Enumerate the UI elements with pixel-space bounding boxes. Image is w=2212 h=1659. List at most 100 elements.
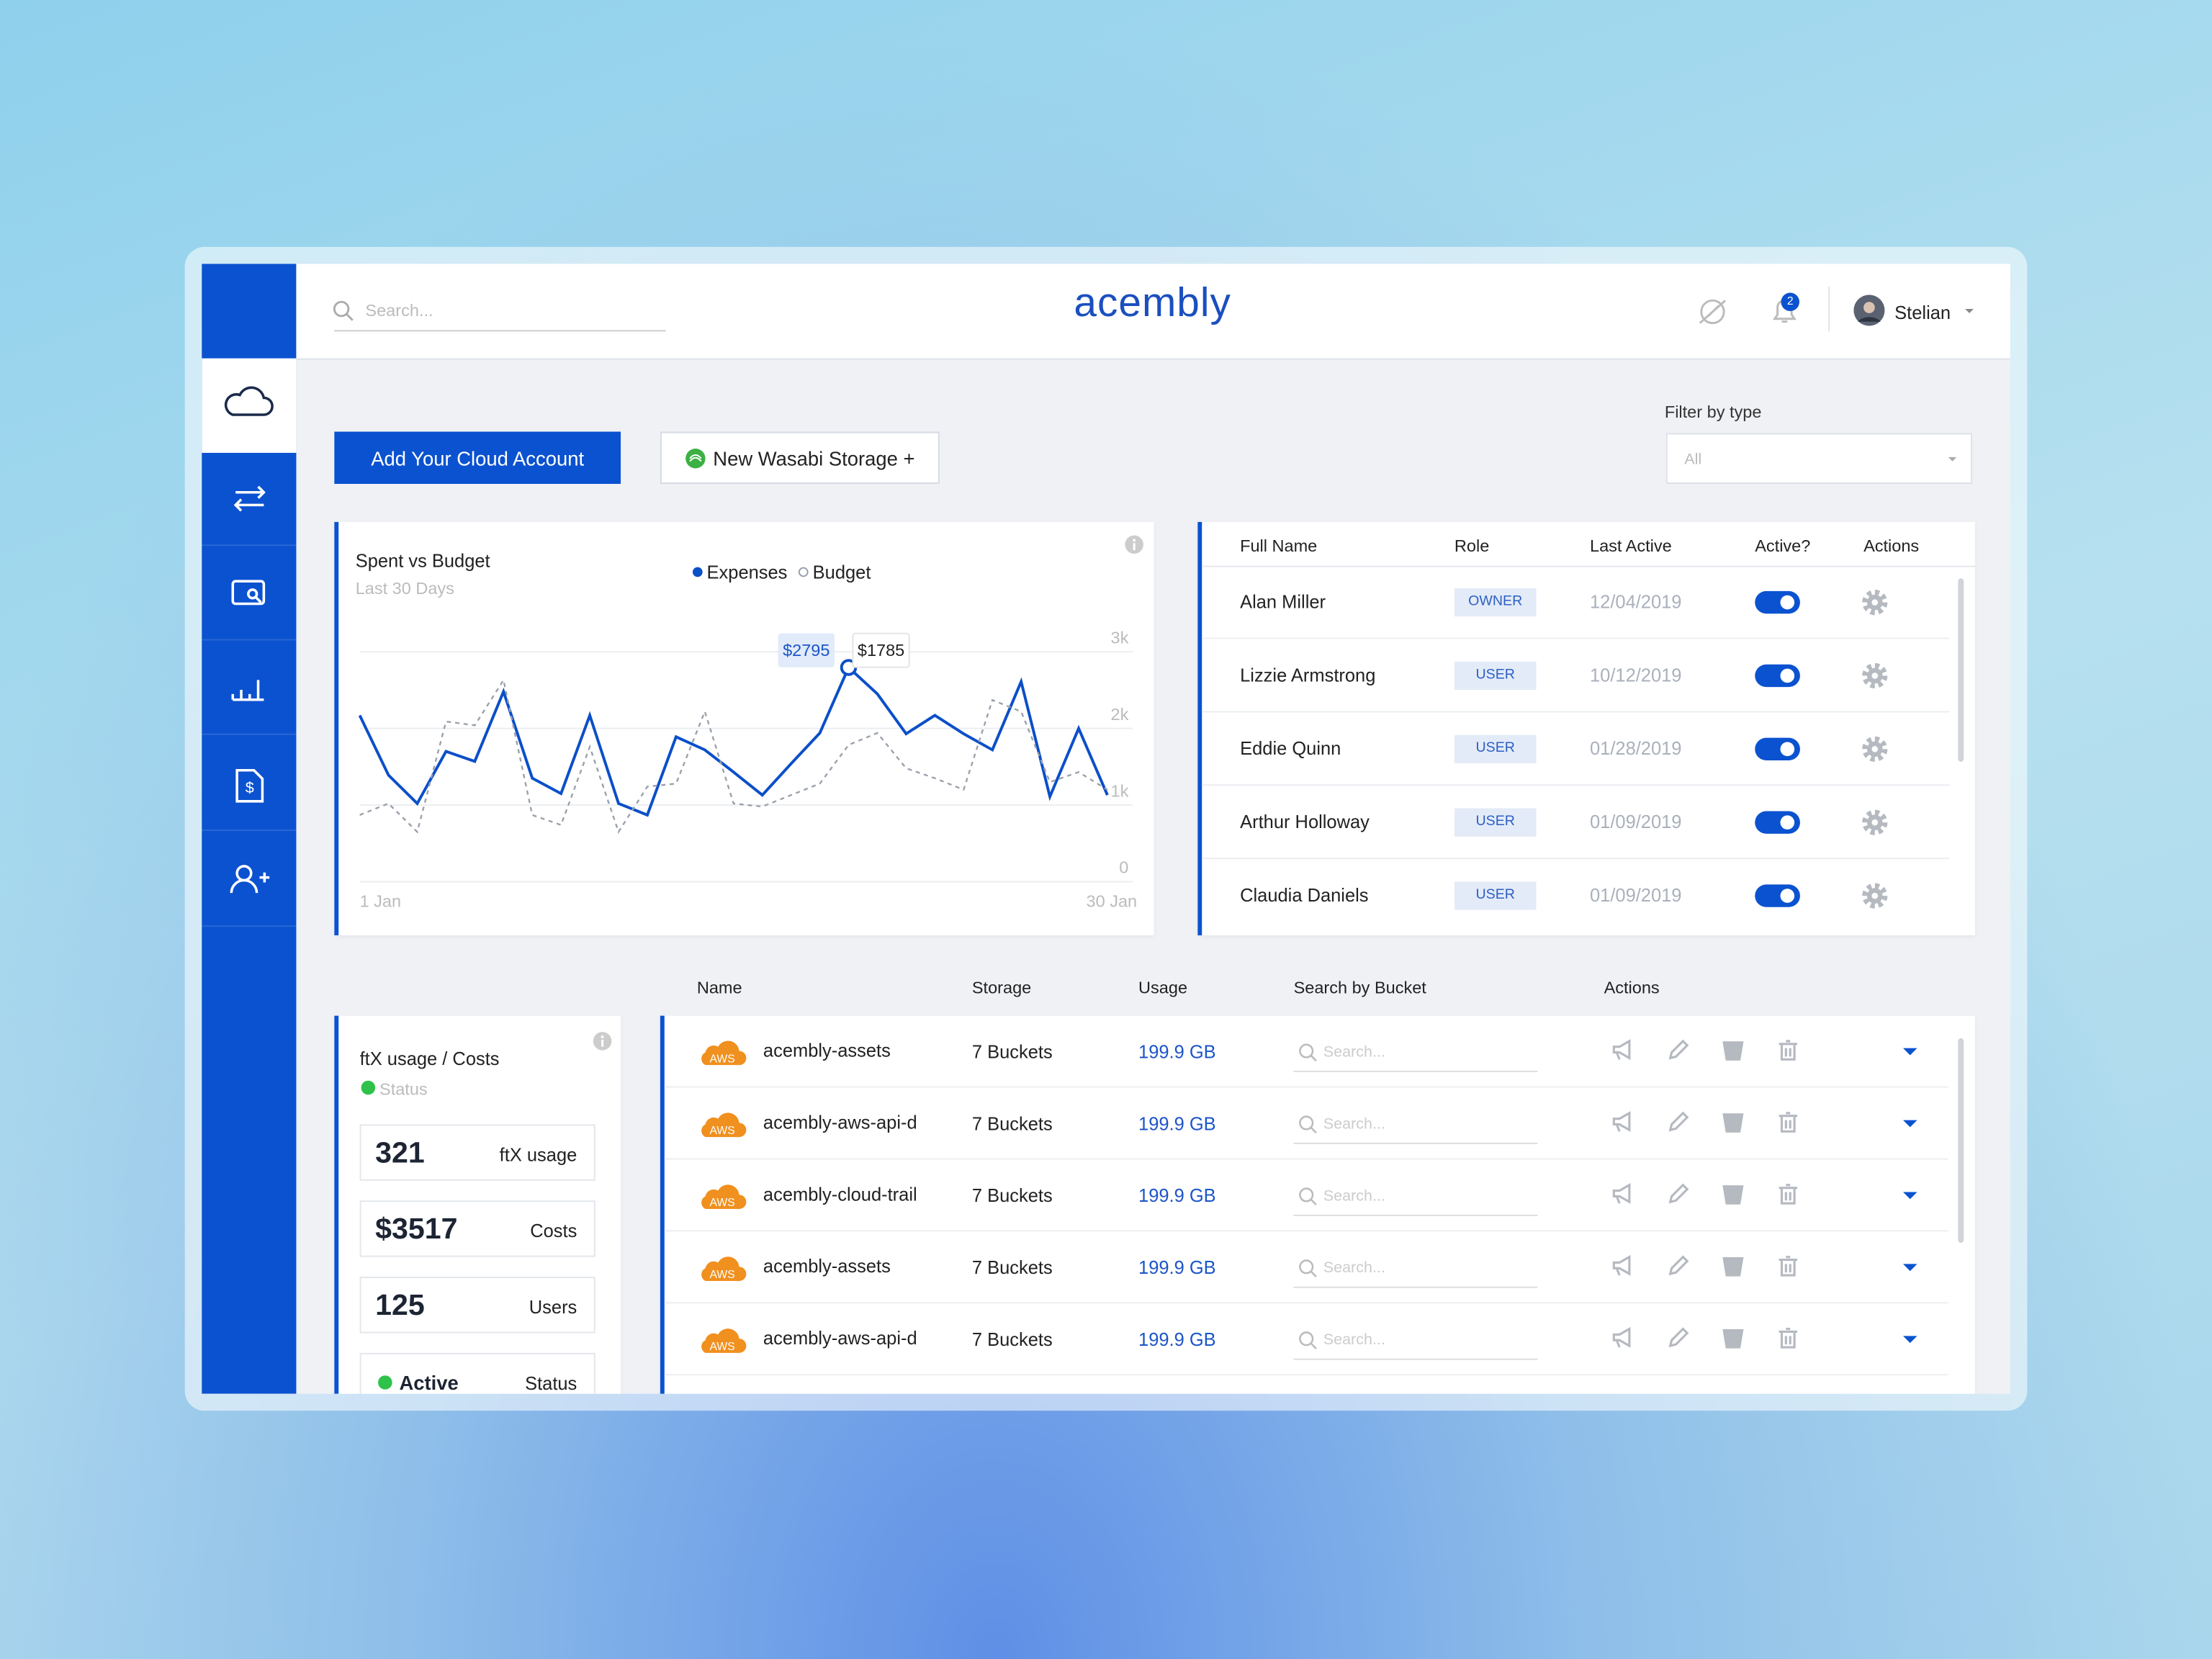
search-placeholder: Search... [1323,1115,1385,1133]
search-placeholder: Search... [1323,1259,1385,1277]
active-toggle[interactable] [1755,737,1800,761]
search-icon [1299,1115,1317,1134]
add-cloud-button[interactable]: Add Your Cloud Account [334,431,621,485]
info-icon[interactable] [1124,535,1143,554]
handle [1310,1127,1317,1134]
toggle-knob [1780,742,1795,757]
announce-icon[interactable] [1609,1325,1636,1352]
search-placeholder: Search... [1323,1331,1385,1349]
active-toggle[interactable] [1755,884,1800,907]
avatar[interactable] [1853,295,1885,326]
delete-icon[interactable] [1775,1109,1802,1136]
settings-icon[interactable] [1861,735,1889,763]
glyph [1722,1328,1744,1349]
nav-reports[interactable] [202,640,297,735]
nav-transfer[interactable] [202,451,297,547]
toggle-knob [1780,595,1795,610]
edit-icon[interactable] [1665,1181,1691,1208]
active-toggle[interactable] [1755,664,1800,688]
search-icon [1299,1043,1317,1062]
user-name[interactable]: Stelian [1894,302,1951,323]
user-name: Alan Miller [1240,590,1326,613]
empty-icon[interactable] [1719,1037,1746,1064]
bucket-search[interactable]: Search... [1293,1325,1538,1360]
settings-icon[interactable] [1861,588,1889,616]
nav-cloud[interactable] [202,358,297,453]
expand-caret[interactable] [1902,1262,1919,1274]
cloud [701,1040,747,1066]
nav-monitor[interactable] [202,546,297,641]
provider-label: AWS [709,1196,735,1210]
announce-icon[interactable] [1609,1109,1636,1136]
empty-icon[interactable] [1719,1181,1746,1208]
lens [1299,1259,1314,1274]
header: Search... acembly 2 Stelian [296,264,2010,360]
nav-users[interactable] [202,832,297,927]
expand-caret[interactable] [1902,1119,1919,1130]
row-rule [1202,784,1950,786]
delete-icon[interactable] [1775,1037,1802,1064]
edit-icon[interactable] [1665,1325,1691,1352]
legend-swatch [692,567,703,577]
filter-select[interactable]: All [1665,433,1972,485]
glyph [1779,1112,1798,1133]
status-dot [378,1375,392,1390]
announce-icon[interactable] [1609,1037,1636,1064]
delete-icon[interactable] [1775,1253,1802,1280]
glyph [1612,1039,1631,1061]
edit-icon[interactable] [1665,1253,1691,1280]
empty-icon[interactable] [1719,1253,1746,1280]
stat-value: $3517 [375,1213,458,1246]
bucket-search[interactable]: Search... [1293,1109,1538,1144]
legend-label: Budget [812,561,871,583]
active-toggle[interactable] [1755,590,1800,614]
glyph [1668,1327,1689,1348]
search-placeholder: Search... [1323,1043,1385,1061]
gear-hole [1871,746,1879,752]
info-icon[interactable] [593,1031,612,1051]
svg-text:$: $ [246,778,254,796]
expand-caret[interactable] [1902,1047,1919,1058]
edit-icon[interactable] [1665,1109,1691,1136]
handle [1310,1199,1317,1206]
delete-icon[interactable] [1775,1325,1802,1352]
edit-icon[interactable] [1665,1037,1691,1064]
bucket-name: acembly-aws-api-d [763,1111,917,1133]
rocket-icon[interactable] [1694,295,1731,328]
empty-icon[interactable] [1719,1109,1746,1136]
glyph [1779,1327,1798,1349]
filter-label: Filter by type [1664,402,1762,422]
expand-caret[interactable] [1902,1191,1919,1202]
active-toggle[interactable] [1755,811,1800,834]
glyph [1779,1040,1798,1061]
bucket-usage: 199.9 GB [1138,1112,1216,1135]
glyph [1722,1041,1744,1061]
tooltip-box [852,632,910,668]
bucket-search[interactable]: Search... [1293,1037,1538,1072]
announce-icon[interactable] [1609,1253,1636,1280]
column-header: Storage [971,977,1032,998]
cloud [701,1184,747,1210]
role-badge: USER [1454,808,1537,837]
delete-icon[interactable] [1775,1181,1802,1208]
empty-icon[interactable] [1719,1325,1746,1352]
expand-caret[interactable] [1902,1334,1919,1346]
user-name: Claudia Daniels [1240,884,1369,906]
bell-icon[interactable] [1768,292,1804,329]
settings-icon[interactable] [1861,662,1889,690]
caret [1902,1192,1917,1200]
bucket-search[interactable]: Search... [1293,1253,1538,1288]
search-input[interactable]: Search... [365,300,433,320]
nav-billing[interactable]: $ [202,737,297,831]
lens [1299,1043,1314,1058]
new-wasabi-button[interactable]: New Wasabi Storage + [660,431,940,485]
settings-icon[interactable] [1861,881,1889,909]
usage-card: ftX usage / Costs Status 321 ftX usage $35… [334,1015,621,1394]
user-caret[interactable] [1964,307,1975,316]
settings-icon[interactable] [1861,809,1889,837]
bucket-search[interactable]: Search... [1293,1181,1538,1216]
cloud-icon [701,1184,747,1210]
series-line [359,678,1108,835]
announce-icon[interactable] [1609,1181,1636,1208]
